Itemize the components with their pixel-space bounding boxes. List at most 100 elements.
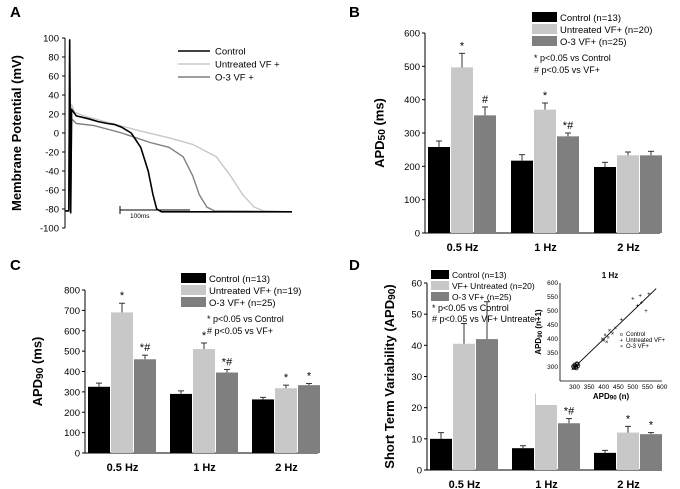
inset-point-untreated: + [640, 301, 644, 307]
inset-legend-marker: o [620, 332, 623, 338]
inset-y-tick-label: 400 [547, 336, 558, 343]
inset-x-tick-label: 300 [569, 384, 580, 391]
significance-mark-b: * [543, 90, 548, 102]
inset-point-o3: × [605, 340, 609, 346]
legend-swatch-b [532, 12, 557, 22]
significance-note-b: * p<0.05 vs Control [534, 53, 611, 63]
inset-y-tick-label: 550 [547, 294, 558, 301]
bar-c [193, 349, 215, 453]
inset-x-tick-label: 350 [584, 384, 595, 391]
inset-legend-marker: × [620, 344, 623, 350]
inset-y-tick-label: 500 [547, 308, 558, 315]
significance-mark-c: *# [140, 342, 151, 354]
legend-label-a: Untreated VF + [215, 60, 280, 71]
inset-background [536, 269, 672, 405]
trace-control [65, 39, 292, 214]
legend-swatch-c [181, 273, 206, 283]
significance-note-d: * p<0.05 vs Control [432, 303, 509, 313]
y-tick-label-c: 600 [64, 326, 80, 337]
y-tick-label-a: 0 [54, 129, 59, 140]
panel-letter-d: D [349, 257, 360, 274]
bar-d [512, 448, 534, 470]
panel-a-action-potential-chart: -100 -80 -60 -40 -20 0 20 40 60 80 100 Membrane Pot… [9, 34, 293, 235]
bar-c [111, 312, 133, 453]
legend-label-c: Control (n=13) [209, 274, 270, 285]
inset-y-tick-label: 450 [547, 322, 558, 329]
bar-b [474, 115, 496, 233]
y-tick-label-d: 60 [411, 279, 422, 290]
legend-swatch-d [431, 292, 449, 301]
inset-point-o3: × [608, 329, 612, 335]
y-tick-label-c: 200 [64, 408, 80, 419]
y-axis-label-c: APD90 (ms) [30, 337, 47, 407]
inset-legend-label: Untreated VF+ [626, 338, 666, 344]
inset-point-untreated: + [647, 292, 651, 298]
y-tick-label-d: 50 [411, 310, 422, 321]
y-tick-label-d: 20 [411, 403, 422, 414]
inset-point-untreated: + [638, 294, 642, 300]
y-axis-label-d: Short Term Variability (APD90) [382, 284, 399, 468]
bar-b [640, 155, 662, 233]
y-tick-label-b: 400 [404, 95, 420, 106]
legend-label-c: Untreated VF+ (n=19) [209, 286, 301, 297]
significance-note-c: * p<0.05 vs Control [207, 314, 284, 324]
y-tick-label-b: 200 [404, 162, 420, 173]
y-tick-label-d: 40 [411, 341, 422, 352]
bar-c [252, 399, 274, 453]
y-tick-label-a: 100 [43, 34, 59, 45]
panel-c-apd90-chart: 0 100 200 300 400 500 600 700 800 APD90 (ms) * *# 0.… [30, 273, 320, 474]
inset-x-tick-label: 550 [642, 384, 653, 391]
inset-x-axis-label: APD90 (n) [593, 392, 630, 402]
y-tick-label-b: 0 [415, 229, 420, 240]
y-tick-label-c: 700 [64, 306, 80, 317]
inset-y-tick-label: 600 [547, 280, 558, 287]
bar-d [453, 343, 475, 470]
bar-d [535, 393, 557, 470]
legend-label-b: Untreated VF+ (n=20) [560, 25, 652, 36]
y-tick-label-d: 0 [417, 466, 422, 477]
significance-mark-d: * [649, 420, 654, 432]
y-tick-label-b: 600 [404, 29, 420, 40]
bar-c [134, 359, 156, 453]
significance-mark-c: * [307, 371, 312, 383]
inset-x-tick-label: 450 [613, 384, 624, 391]
y-tick-label-d: 30 [411, 372, 422, 383]
bar-c [275, 388, 297, 453]
bar-d [430, 438, 452, 470]
inset-y-tick-label: 300 [547, 364, 558, 371]
y-axis-label-b: APD50 (ms) [372, 98, 389, 168]
legend-swatch-b [532, 24, 557, 34]
y-tick-label-a: 60 [48, 72, 59, 83]
bar-b [557, 136, 579, 233]
y-tick-label-b: 500 [404, 62, 420, 73]
y-tick-label-c: 400 [64, 367, 80, 378]
category-label-d: 0.5 Hz [449, 479, 481, 489]
inset-x-tick-label: 600 [657, 384, 668, 391]
legend-swatch-d [431, 281, 449, 290]
significance-note-b: # p<0.05 vs VF+ [534, 65, 600, 75]
inset-point-o3: × [603, 333, 607, 339]
bar-c [298, 385, 320, 453]
significance-mark-b: *# [563, 120, 574, 132]
y-tick-label-c: 300 [64, 387, 80, 398]
y-tick-label-a: -100 [40, 224, 59, 235]
legend-swatch-d [431, 270, 449, 279]
inset-x-tick-label: 500 [627, 384, 638, 391]
inset-point-untreated: + [631, 296, 635, 302]
category-label-c: 1 Hz [193, 462, 216, 474]
legend-label-b: O-3 VF+ (n=25) [560, 37, 627, 48]
y-tick-label-c: 500 [64, 347, 80, 358]
legend-label-d: O-3 VF+ (n=25) [452, 292, 512, 302]
category-label-d: 1 Hz [535, 479, 558, 489]
bar-d [640, 434, 662, 470]
y-tick-label-a: -80 [45, 205, 59, 216]
bar-d [476, 339, 498, 470]
scale-bar-label: 100ms [130, 213, 150, 220]
significance-mark-c: * [202, 330, 207, 342]
significance-mark-d: *# [564, 406, 575, 418]
y-tick-label-b: 100 [404, 195, 420, 206]
inset-point-o3: × [602, 338, 606, 344]
significance-mark-b: # [482, 94, 489, 106]
inset-x-tick-label: 400 [598, 384, 609, 391]
